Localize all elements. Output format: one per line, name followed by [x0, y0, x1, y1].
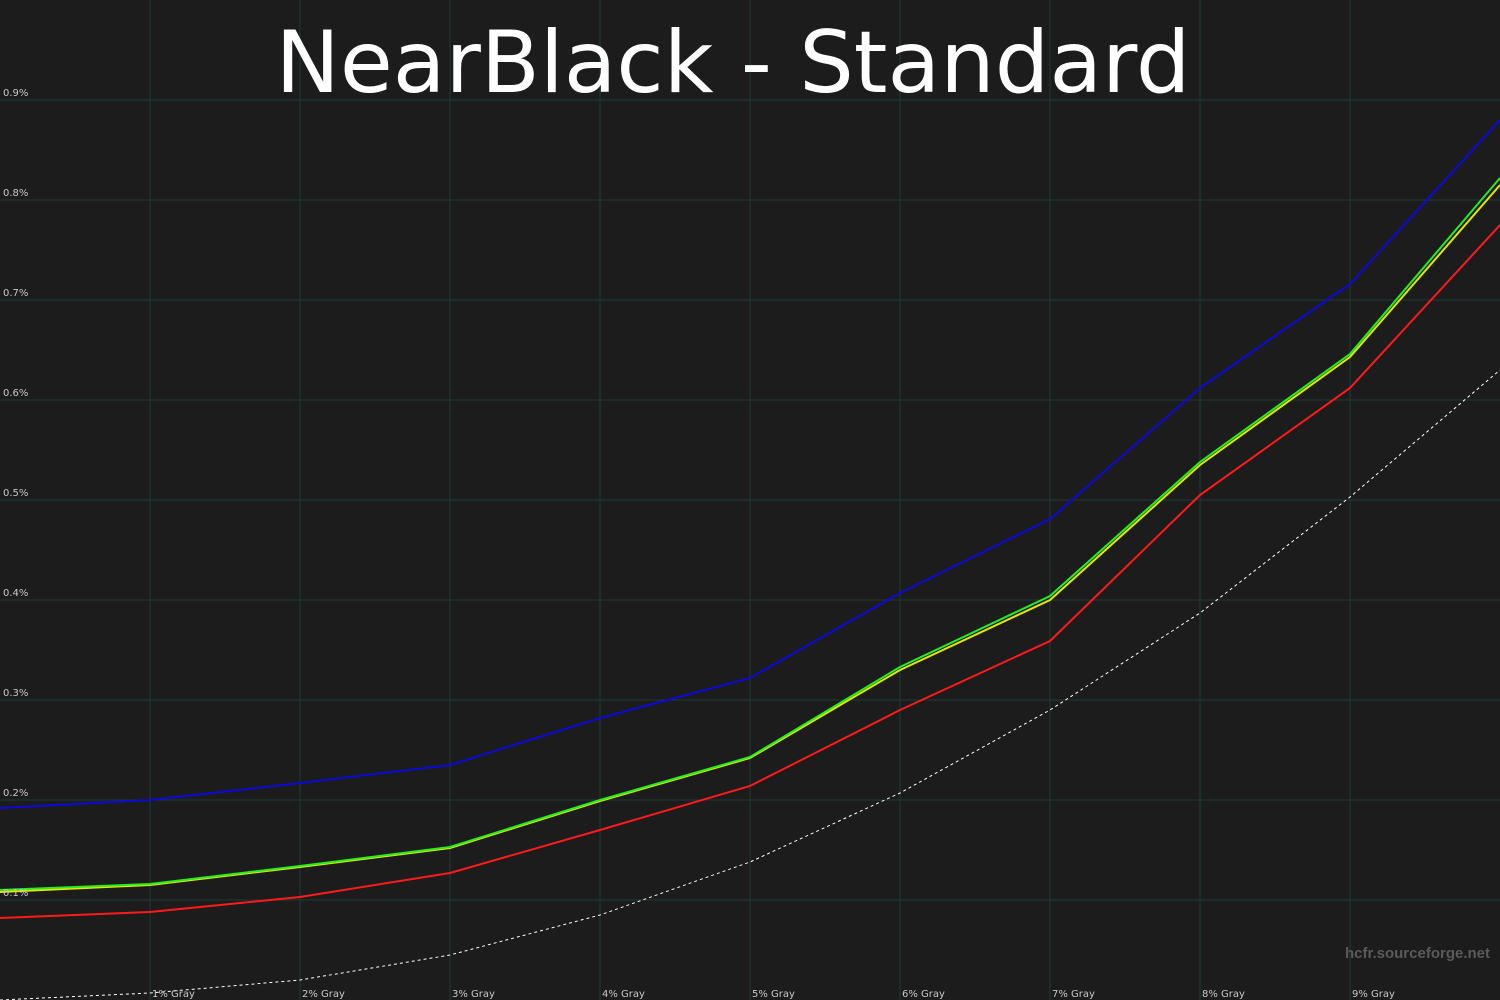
series-line — [0, 177, 1500, 891]
y-tick-label: 0.2% — [3, 788, 28, 799]
x-tick-label: 2% Gray — [302, 989, 345, 1000]
x-tick-label: 1% Gray — [152, 989, 195, 1000]
x-tick-label: 7% Gray — [1052, 989, 1095, 1000]
y-tick-label: 0.3% — [3, 688, 28, 699]
series-line — [0, 369, 1500, 1000]
y-tick-label: 0.7% — [3, 288, 28, 299]
x-tick-label: 6% Gray — [902, 989, 945, 1000]
watermark: hcfr.sourceforge.net — [1345, 945, 1490, 962]
x-tick-label: 5% Gray — [752, 989, 795, 1000]
y-tick-label: 0.9% — [3, 88, 28, 99]
y-tick-label: 0.8% — [3, 188, 28, 199]
y-tick-label: 0.1% — [3, 888, 28, 899]
chart-title: NearBlack - Standard — [276, 13, 1191, 113]
y-tick-label: 0.4% — [3, 588, 28, 599]
y-tick-label: 0.5% — [3, 488, 28, 499]
lines — [0, 119, 1500, 1000]
series-line — [0, 119, 1500, 809]
x-tick-label: 8% Gray — [1202, 989, 1245, 1000]
x-tick-label: 3% Gray — [452, 989, 495, 1000]
x-tick-label: 4% Gray — [602, 989, 645, 1000]
series-line — [0, 224, 1500, 919]
x-tick-label: 9% Gray — [1352, 989, 1395, 1000]
y-tick-label: 0.6% — [3, 388, 28, 399]
